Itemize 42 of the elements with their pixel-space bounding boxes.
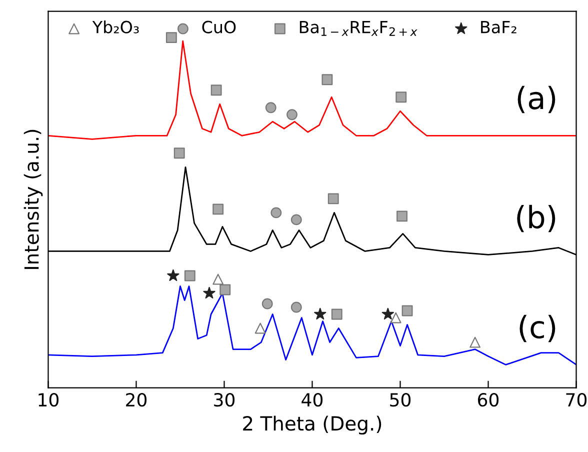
x-axis-title: 2 Theta (Deg.) — [243, 416, 382, 435]
point — [167, 269, 180, 281]
legend-label: Ba$_{1−x}$RE$_{x}$F$_{2+x}$ — [300, 20, 418, 36]
point — [265, 102, 276, 114]
annotation: (a) — [518, 86, 556, 114]
x-tick-label: 70 — [566, 392, 587, 407]
point — [382, 308, 394, 320]
x-tick-label: 60 — [478, 392, 499, 407]
point — [270, 207, 282, 218]
point — [174, 148, 185, 159]
point — [322, 74, 333, 86]
x-tick-label: 50 — [390, 392, 411, 407]
point — [331, 308, 342, 320]
point — [470, 336, 480, 348]
point — [212, 204, 224, 215]
point — [290, 302, 302, 313]
point — [262, 298, 273, 310]
annotation: (c) — [520, 314, 556, 342]
point — [290, 214, 302, 226]
point — [254, 322, 266, 334]
y-axis-title: Intensity (a.u.) — [24, 130, 43, 269]
legend-label: CuO — [202, 20, 236, 34]
point — [402, 305, 413, 316]
x-tick-label: 30 — [214, 392, 235, 407]
point — [210, 84, 222, 96]
point — [203, 286, 216, 299]
point — [390, 312, 402, 324]
point — [314, 308, 326, 320]
legend-label: Yb₂O₃ — [92, 20, 139, 34]
point — [286, 109, 298, 120]
annotation: (b) — [517, 204, 556, 232]
point — [328, 193, 339, 204]
point — [220, 284, 231, 296]
x-tick-label: 40 — [302, 392, 323, 407]
x-tick-label: 10 — [38, 392, 59, 407]
point — [184, 270, 196, 282]
point — [166, 32, 177, 44]
point — [396, 210, 408, 222]
point — [396, 92, 407, 103]
point — [212, 274, 224, 285]
x-tick-label: 20 — [126, 392, 147, 407]
legend-label: BaF₂ — [481, 20, 516, 34]
